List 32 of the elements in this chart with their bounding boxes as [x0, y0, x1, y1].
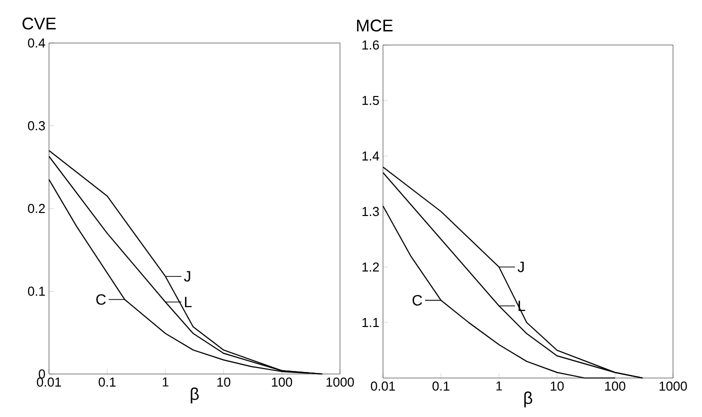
legend-label: J [518, 262, 524, 272]
x-tick-label: 100 [605, 382, 626, 391]
y-tick-label: 0 [38, 369, 45, 379]
y-tick-label: 0.4 [28, 38, 46, 48]
x-tick-label: 1000 [660, 382, 687, 391]
y-tick-label: 1.1 [362, 318, 379, 327]
legend-label: L [185, 296, 192, 308]
x-tick-label: 10 [217, 378, 230, 387]
x-axis-title: β [190, 388, 199, 404]
legend-label: J [184, 271, 190, 282]
x-tick-label: 0.1 [98, 378, 116, 387]
y-tick-label: 1.6 [362, 40, 379, 50]
legend-label: C [96, 294, 106, 305]
x-tick-label: 1 [496, 382, 502, 390]
y-tick-label: 1.3 [362, 206, 379, 216]
y-tick-label: 0.1 [28, 286, 45, 296]
x-tick-label: 10 [550, 382, 564, 391]
x-tick-label: 1 [162, 378, 168, 386]
y-axis-title: CVE [22, 18, 56, 30]
x-tick-label: 0.01 [36, 378, 61, 387]
x-axis-title: β [524, 392, 532, 408]
y-tick-label: 1.4 [362, 152, 380, 160]
x-tick-label: 0.01 [370, 382, 395, 391]
y-tick-label: 0.3 [28, 121, 45, 130]
y-axis-title: MCE [357, 20, 393, 32]
y-tick-label: 0.2 [28, 204, 45, 214]
y-tick-label: 1.5 [362, 96, 379, 106]
legend-label: C [412, 295, 422, 306]
x-tick-label: 100 [272, 378, 292, 387]
x-tick-label: 1000 [326, 378, 354, 387]
y-tick-label: 1.2 [362, 262, 379, 272]
x-tick-label: 0.1 [432, 382, 450, 391]
